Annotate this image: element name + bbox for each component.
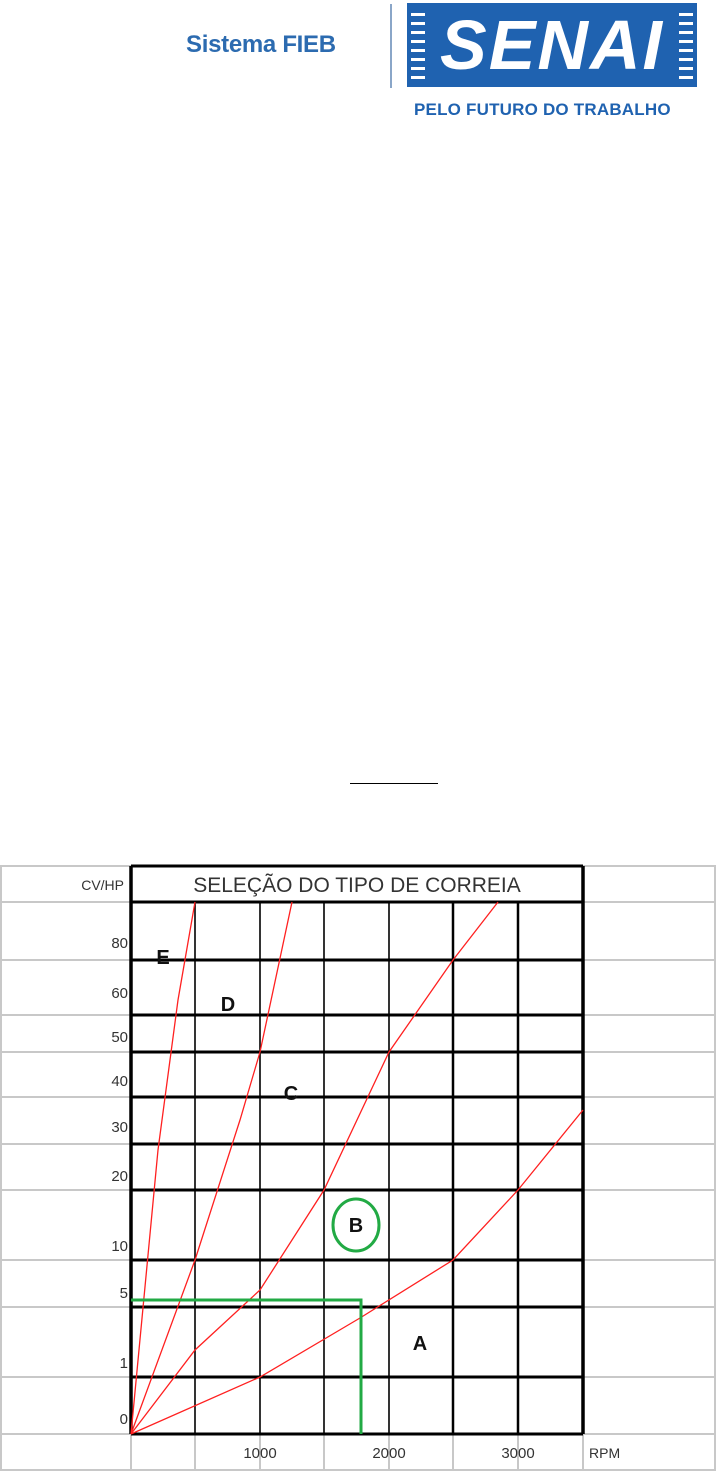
- logo-stripe: [411, 22, 425, 25]
- logo-stripe: [411, 58, 425, 61]
- logo-sistema-fieb: Sistema FIEB: [186, 31, 336, 58]
- chart-boundaries: [130, 901, 584, 1435]
- y-tick-label: 1: [120, 1355, 128, 1372]
- logo-stripe: [411, 49, 425, 52]
- x-tick-label: 3000: [501, 1445, 534, 1462]
- logo-stripe: [679, 76, 693, 79]
- region-boundary-line: [130, 901, 293, 1435]
- x-axis-label: RPM: [589, 1445, 620, 1461]
- y-tick-label: 5: [120, 1285, 128, 1302]
- y-tick-label: 30: [111, 1119, 128, 1136]
- region-label-b: B: [349, 1215, 363, 1237]
- logo-divider: [390, 4, 392, 88]
- logo-stripe: [679, 22, 693, 25]
- logo-stripe: [679, 49, 693, 52]
- highlight-circle: [331, 1197, 381, 1253]
- logo-stripe: [411, 13, 425, 16]
- logo-stripe: [679, 31, 693, 34]
- y-tick-label: 60: [111, 985, 128, 1002]
- logo-stripe: [679, 67, 693, 70]
- logo-senai: SENAI: [407, 3, 697, 87]
- logo-tagline: PELO FUTURO DO TRABALHO: [414, 100, 671, 119]
- y-tick-label: 80: [111, 935, 128, 952]
- chart-selection: [131, 1197, 381, 1434]
- y-tick-label: 10: [111, 1238, 128, 1255]
- y-tick-label: 40: [111, 1073, 128, 1090]
- y-tick-label: 50: [111, 1029, 128, 1046]
- x-tick-label: 1000: [243, 1445, 276, 1462]
- region-label-c: C: [284, 1083, 298, 1105]
- selection-marker-lines: [131, 1298, 363, 1434]
- region-label-d: D: [221, 994, 235, 1016]
- y-tick-label: 0: [120, 1411, 128, 1428]
- region-label-e: E: [156, 947, 169, 969]
- text-underline: [350, 783, 438, 784]
- chart-grid: [0, 864, 716, 1471]
- logo-stripe: [679, 58, 693, 61]
- logo-stripe: [411, 31, 425, 34]
- region-boundary-line: [130, 1109, 584, 1435]
- y-tick-label: 20: [111, 1168, 128, 1185]
- logo-stripe: [411, 67, 425, 70]
- logo-stripe: [679, 13, 693, 16]
- region-boundary-line: [130, 901, 499, 1435]
- region-label-a: A: [413, 1333, 427, 1355]
- chart-title: SELEÇÃO DO TIPO DE CORREIA: [193, 873, 521, 897]
- x-tick-label: 2000: [372, 1445, 405, 1462]
- y-axis-label: CV/HP: [81, 877, 124, 893]
- region-boundary-line: [130, 901, 196, 1435]
- logo-senai-text: SENAI: [440, 6, 664, 84]
- logo-stripe: [411, 76, 425, 79]
- logo-stripe: [411, 40, 425, 43]
- logo-stripe: [679, 40, 693, 43]
